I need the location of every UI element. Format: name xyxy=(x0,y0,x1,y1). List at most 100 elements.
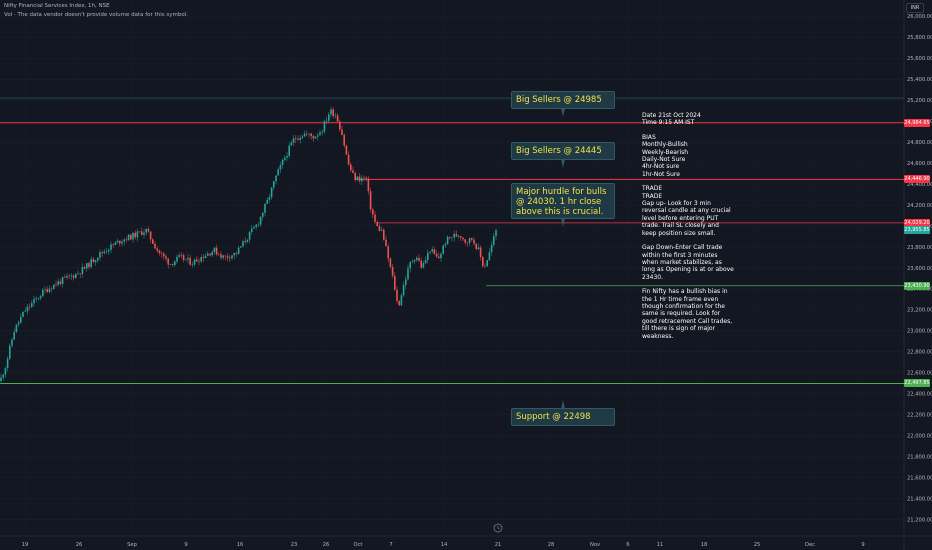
candle-body xyxy=(400,295,403,306)
candle-body xyxy=(75,274,77,278)
candle-body xyxy=(20,317,22,323)
candle-body xyxy=(50,288,53,290)
candle-body xyxy=(308,133,310,135)
x-tick-label: 25 xyxy=(754,542,761,548)
candle-body xyxy=(433,249,436,254)
candle-body xyxy=(114,242,117,245)
candle-body xyxy=(229,257,231,259)
candle-body xyxy=(31,303,33,307)
candle-body xyxy=(61,277,64,284)
candle-body xyxy=(204,255,207,259)
price-tag-level: 24,029.20 xyxy=(904,218,930,227)
candle-body xyxy=(68,275,70,277)
candle-body xyxy=(64,277,66,278)
candle-body xyxy=(462,237,464,240)
candle-body xyxy=(435,253,438,257)
candle-body xyxy=(471,238,473,240)
candle-body xyxy=(127,234,130,241)
candle-body xyxy=(46,289,48,292)
notes-bias: BIAS Monthly-Bullish Weekly-Bearish Dail… xyxy=(642,133,689,178)
candle-body xyxy=(363,177,365,179)
candle-body xyxy=(268,197,271,200)
x-tick-label: Nov xyxy=(590,542,600,548)
candle-body xyxy=(290,142,293,146)
candle-body xyxy=(37,298,40,299)
candle-body xyxy=(196,259,198,262)
candle-body xyxy=(156,248,158,251)
candle-body xyxy=(147,229,150,232)
candle-body xyxy=(275,175,277,182)
candle-body xyxy=(33,299,35,304)
y-tick-label: 21,800.00 xyxy=(907,454,932,460)
candle-body xyxy=(376,222,378,227)
candle-body xyxy=(226,256,229,258)
candle-body xyxy=(394,275,396,290)
price-tag-last: 23,955.85 xyxy=(904,226,930,235)
symbol-title[interactable]: Nifty Financial Services Index, 1h, NSE xyxy=(4,3,110,9)
candle-body xyxy=(198,261,200,263)
y-tick-label: 23,800.00 xyxy=(907,245,932,251)
x-tick-label: 9 xyxy=(184,542,187,548)
candle-body xyxy=(266,199,268,204)
candle-body xyxy=(211,251,213,256)
candle-body xyxy=(39,296,42,299)
candle-body xyxy=(143,232,145,235)
candle-body xyxy=(411,261,414,263)
x-tick-label: 11 xyxy=(657,542,664,548)
candle-body xyxy=(332,109,334,117)
candle-body xyxy=(132,232,134,240)
candle-body xyxy=(66,275,68,278)
candle-body xyxy=(453,234,455,238)
candle-body xyxy=(246,239,249,242)
candle-body xyxy=(429,251,431,253)
y-tick-label: 22,000.00 xyxy=(907,433,932,439)
candle-body xyxy=(288,145,290,156)
y-tick-label: 25,800.00 xyxy=(907,35,932,41)
notes-date: Date 21st Oct 2024 Time 9:15 AM IST xyxy=(642,112,701,127)
level-lines xyxy=(0,97,904,384)
time-axis: 19 26 Sep 9 16 23 26 Oct 7 14 21 28 Nov 6 11 18 25 Dec 9 xyxy=(22,542,865,548)
candle-body xyxy=(222,255,224,258)
candle-body xyxy=(103,251,106,254)
candle-body xyxy=(22,311,24,318)
candle-body xyxy=(372,209,374,215)
candle-body xyxy=(193,259,196,265)
candle-body xyxy=(295,138,297,139)
candle-body xyxy=(385,239,387,247)
candle-body xyxy=(301,136,304,138)
candle-body xyxy=(367,178,370,192)
candles xyxy=(0,106,497,383)
candle-body xyxy=(323,121,326,132)
candle-body xyxy=(413,260,416,262)
x-tick-label: Sep xyxy=(127,542,137,548)
candle-body xyxy=(334,115,337,117)
candle-body xyxy=(167,258,169,265)
candle-body xyxy=(449,236,451,238)
y-tick-label: 21,200.00 xyxy=(907,517,932,523)
y-tick-label: 23,200.00 xyxy=(907,308,932,314)
currency-badge[interactable]: INR xyxy=(906,3,924,13)
candle-body xyxy=(398,301,400,306)
x-tick-label: 14 xyxy=(441,542,448,548)
candle-body xyxy=(152,239,154,244)
candle-body xyxy=(55,284,57,286)
clock-icon[interactable] xyxy=(493,523,503,533)
candle-body xyxy=(341,129,343,135)
candle-body xyxy=(141,231,143,235)
candle-body xyxy=(314,136,317,139)
candle-body xyxy=(475,243,477,250)
candle-body xyxy=(277,169,279,176)
y-tick-label: 22,600.00 xyxy=(907,371,932,377)
candle-body xyxy=(356,176,359,181)
candle-body xyxy=(350,164,352,171)
y-tick-label: 22,400.00 xyxy=(907,392,932,398)
callout-big-sellers-1: Big Sellers @ 24985 xyxy=(511,91,615,117)
candle-body xyxy=(99,252,101,258)
candle-body xyxy=(24,311,26,312)
x-tick-label: Oct xyxy=(354,542,363,548)
y-tick-label: 23,600.00 xyxy=(907,266,932,272)
candle-body xyxy=(35,298,37,300)
candle-body xyxy=(418,257,420,261)
y-tick-label: 21,600.00 xyxy=(907,475,932,481)
